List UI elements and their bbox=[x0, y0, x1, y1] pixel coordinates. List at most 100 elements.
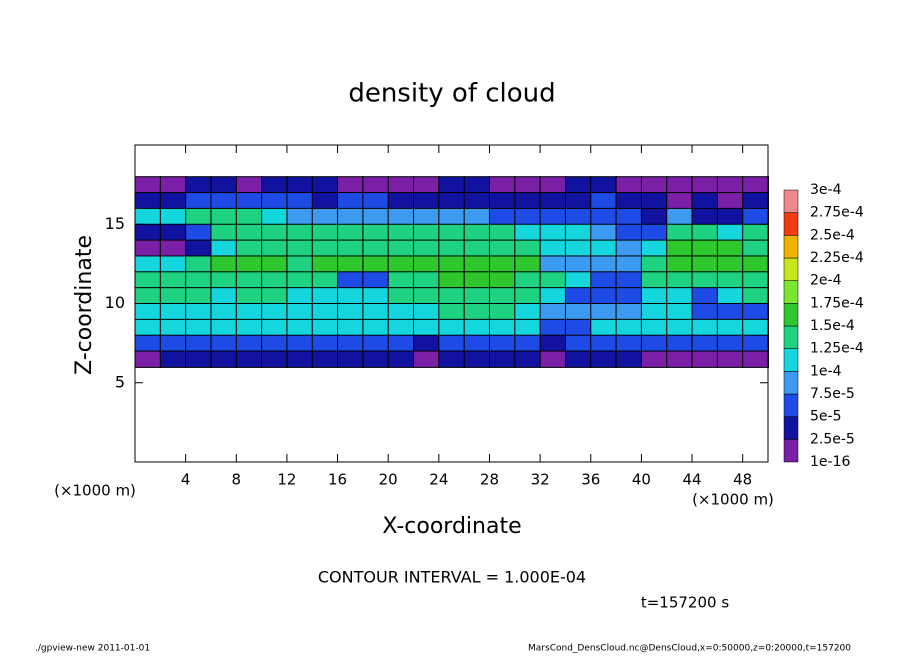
x-tick-label: 8 bbox=[232, 471, 242, 489]
cell bbox=[134, 303, 162, 321]
cell bbox=[666, 318, 694, 337]
cell bbox=[362, 334, 390, 353]
cell bbox=[716, 303, 744, 321]
cell bbox=[387, 192, 415, 210]
cell bbox=[387, 223, 415, 242]
cell bbox=[210, 334, 238, 353]
colorbar-label: 2.5e-4 bbox=[810, 227, 855, 243]
cell bbox=[514, 271, 542, 289]
footer-right: MarsCond_DensCloud.nc@DensCloud,x=0:5000… bbox=[528, 644, 851, 654]
cell bbox=[185, 207, 212, 226]
cell bbox=[134, 350, 162, 368]
cell bbox=[539, 239, 567, 257]
cell bbox=[134, 176, 162, 194]
chart-title: density of cloud bbox=[348, 79, 555, 109]
cell bbox=[413, 318, 440, 337]
cell bbox=[716, 318, 744, 337]
cell bbox=[539, 287, 567, 305]
cell bbox=[235, 239, 263, 257]
y-tick-label: 5 bbox=[115, 372, 125, 391]
cell bbox=[615, 271, 643, 289]
cell bbox=[666, 207, 694, 226]
cell bbox=[337, 318, 364, 337]
cell bbox=[564, 287, 592, 305]
cell bbox=[210, 271, 238, 289]
cell bbox=[185, 350, 212, 368]
colorbar-label: 1e-16 bbox=[810, 454, 850, 470]
y-tick-label: 10 bbox=[105, 293, 125, 312]
cell bbox=[387, 271, 415, 289]
cell bbox=[387, 176, 415, 194]
cell bbox=[185, 334, 212, 353]
cell bbox=[666, 334, 694, 353]
cell bbox=[413, 223, 440, 242]
cell bbox=[463, 255, 491, 273]
cell bbox=[615, 223, 643, 242]
colorbar-box bbox=[783, 280, 799, 304]
cell bbox=[286, 318, 314, 337]
cell bbox=[134, 223, 162, 242]
cell bbox=[742, 223, 769, 242]
cell bbox=[134, 318, 162, 337]
cell bbox=[185, 176, 212, 194]
cell bbox=[185, 255, 212, 273]
cell bbox=[742, 239, 769, 257]
cell bbox=[488, 334, 516, 353]
cell bbox=[691, 271, 719, 289]
cell bbox=[185, 192, 212, 210]
cell bbox=[210, 207, 238, 226]
cell bbox=[413, 303, 440, 321]
contour-note: CONTOUR INTERVAL = 1.000E-04 bbox=[318, 568, 586, 587]
cell bbox=[286, 207, 314, 226]
cell bbox=[362, 223, 390, 242]
cell bbox=[666, 271, 694, 289]
cell bbox=[134, 271, 162, 289]
cell bbox=[716, 239, 744, 257]
cell bbox=[387, 303, 415, 321]
cell bbox=[742, 303, 769, 321]
cell bbox=[286, 303, 314, 321]
cell bbox=[691, 350, 719, 368]
cell bbox=[666, 192, 694, 210]
cell bbox=[311, 350, 339, 368]
cell bbox=[337, 192, 364, 210]
cell bbox=[438, 176, 466, 194]
cell bbox=[539, 176, 567, 194]
cell bbox=[463, 239, 491, 257]
cell bbox=[159, 207, 187, 226]
cell bbox=[716, 255, 744, 273]
cell bbox=[362, 192, 390, 210]
cell bbox=[640, 207, 668, 226]
x-tick-label: 40 bbox=[632, 471, 651, 489]
x-tick-label: 48 bbox=[733, 471, 752, 489]
x-tick-label: 16 bbox=[328, 471, 347, 489]
cell bbox=[742, 271, 769, 289]
cell bbox=[413, 239, 440, 257]
cell bbox=[159, 223, 187, 242]
cell bbox=[159, 271, 187, 289]
y-tick-label: 15 bbox=[105, 214, 125, 233]
cell bbox=[666, 350, 694, 368]
cell bbox=[362, 318, 390, 337]
cell bbox=[539, 255, 567, 273]
cell bbox=[666, 303, 694, 321]
cell bbox=[235, 192, 263, 210]
x-tick-label: 28 bbox=[480, 471, 499, 489]
cell bbox=[691, 239, 719, 257]
cell bbox=[742, 334, 769, 353]
cell bbox=[286, 255, 314, 273]
cell bbox=[590, 207, 618, 226]
cell bbox=[362, 255, 390, 273]
cell bbox=[514, 223, 542, 242]
colorbar-label: 2.75e-4 bbox=[810, 205, 864, 221]
cell bbox=[387, 207, 415, 226]
cell bbox=[640, 239, 668, 257]
cell bbox=[539, 334, 567, 353]
cell bbox=[691, 255, 719, 273]
cell bbox=[590, 334, 618, 353]
cell bbox=[387, 318, 415, 337]
cell bbox=[235, 287, 263, 305]
cell bbox=[185, 303, 212, 321]
cell bbox=[590, 239, 618, 257]
cell bbox=[210, 223, 238, 242]
